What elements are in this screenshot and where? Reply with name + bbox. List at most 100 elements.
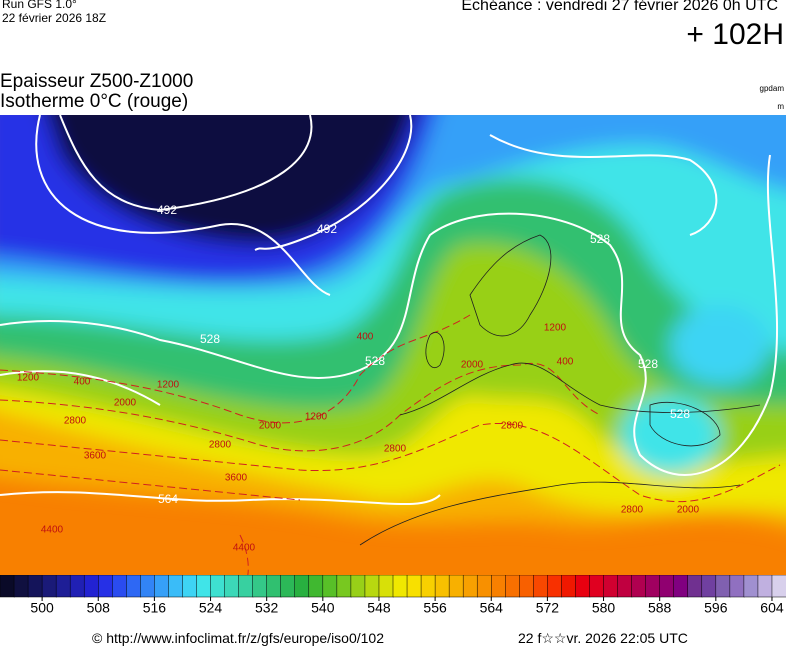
thickness-label: 492 [157, 203, 177, 217]
colorbar-swatch [645, 575, 661, 598]
colorbar-swatch [55, 575, 71, 598]
colorbar-swatch [533, 575, 549, 598]
colorbar-swatch [0, 575, 15, 598]
unit-thickness: gpdam [759, 84, 784, 93]
colorbar-label: 532 [255, 600, 279, 616]
isotherm-label: 400 [557, 357, 574, 368]
isotherm-label: 4400 [233, 543, 256, 554]
isotherm-label: 2000 [461, 360, 484, 371]
thickness-label: 528 [365, 354, 385, 368]
colorbar-swatch [771, 575, 786, 598]
colorbar-label: 516 [143, 600, 167, 616]
colorbar-swatch [238, 575, 254, 598]
field [0, 115, 786, 575]
colorbar-swatch [41, 575, 57, 598]
colorbar-swatch [336, 575, 352, 598]
map: 492 492 528 528 528 528 528 564 400 1200 400 1200 20… [0, 115, 786, 575]
colorbar-swatch [434, 575, 450, 598]
colorbar-swatch [673, 575, 689, 598]
colorbar-swatch [757, 575, 773, 598]
colorbar-swatch [575, 575, 591, 598]
colorbar-swatch [13, 575, 29, 598]
isotherm-label: 1200 [544, 323, 567, 334]
thickness-label: 492 [317, 222, 337, 236]
isotherm-label: 2800 [64, 416, 87, 427]
isotherm-label: 1200 [157, 380, 180, 391]
colorbar-swatch [687, 575, 703, 598]
colorbar-swatch [308, 575, 324, 598]
colorbar-swatch [224, 575, 240, 598]
isotherm-label: 2800 [384, 444, 407, 455]
colorbar-label: 556 [423, 600, 447, 616]
generated-time: 22 f☆☆vr. 2026 22:05 UTC [518, 630, 688, 646]
colorbar-swatch [715, 575, 731, 598]
map-subtitle: Isotherme 0°C (rouge) [0, 91, 189, 112]
colorbar-swatch [561, 575, 577, 598]
map-title: Epaisseur Z500-Z1000 [0, 71, 194, 92]
colorbar-swatch [294, 575, 310, 598]
colorbar-swatch [505, 575, 521, 598]
colorbar-label: 564 [480, 600, 504, 616]
colorbar-swatch [266, 575, 282, 598]
colorbar-swatch [126, 575, 142, 598]
colorbar-swatch [98, 575, 114, 598]
colorbar-swatch [364, 575, 380, 598]
colorbar-label: 500 [30, 600, 54, 616]
colorbar-swatch [701, 575, 717, 598]
colorbar-swatch [182, 575, 198, 598]
colorbar-swatch [659, 575, 675, 598]
colorbar-label: 572 [536, 600, 560, 616]
colorbar-swatch [743, 575, 759, 598]
unit-isotherm: m [777, 102, 784, 111]
isotherm-label: 400 [357, 332, 374, 343]
colorbar-swatch [69, 575, 85, 598]
isotherm-label: 3600 [225, 473, 248, 484]
source-url: © http://www.infoclimat.fr/z/gfs/europe/… [92, 630, 385, 646]
isotherm-label: 2000 [259, 421, 282, 432]
isotherm-label: 2000 [114, 398, 137, 409]
colorbar-swatch [462, 575, 478, 598]
colorbar-swatch [547, 575, 563, 598]
isotherm-label: 2800 [621, 505, 644, 516]
colorbar-label: 604 [760, 600, 784, 616]
colorbar-label: 540 [311, 600, 335, 616]
thickness-label: 564 [158, 492, 178, 506]
colorbar-swatch [406, 575, 422, 598]
colorbar-swatch [168, 575, 184, 598]
isotherm-label: 3600 [84, 451, 107, 462]
colorbar-swatch [519, 575, 535, 598]
colorbar-swatch [322, 575, 338, 598]
colorbar-label: 508 [87, 600, 111, 616]
colorbar: 500 508 516 524 532 540 548 556 564 572 580 588 596 6… [0, 575, 786, 616]
colorbar-swatch [196, 575, 212, 598]
colorbar-swatch [140, 575, 156, 598]
isotherm-contours [0, 314, 781, 575]
colorbar-label: 548 [367, 600, 391, 616]
colorbar-swatch [112, 575, 128, 598]
coastlines [359, 234, 761, 546]
colorbar-swatch [350, 575, 366, 598]
isotherm-label: 2800 [209, 440, 232, 451]
thickness-label: 528 [638, 357, 658, 371]
colorbar-label: 596 [704, 600, 728, 616]
colorbar-label: 580 [592, 600, 616, 616]
colorbar-swatch [27, 575, 43, 598]
run-label: Run GFS 1.0° [2, 0, 77, 11]
colorbar-swatch [491, 575, 507, 598]
colorbar-swatch [210, 575, 226, 598]
colorbar-label: 524 [199, 600, 223, 616]
colorbar-swatch [631, 575, 647, 598]
isotherm-label: 2800 [501, 421, 524, 432]
isotherm-label: 4400 [41, 525, 64, 536]
colorbar-swatch [617, 575, 633, 598]
colorbar-swatch [154, 575, 170, 598]
colorbar-swatch [378, 575, 394, 598]
colorbar-swatch [589, 575, 605, 598]
thickness-label: 528 [670, 407, 690, 421]
isotherm-label: 1200 [17, 373, 40, 384]
thickness-contours [0, 115, 779, 506]
thickness-label: 528 [200, 332, 220, 346]
thickness-label: 528 [590, 232, 610, 246]
colorbar-label: 588 [648, 600, 672, 616]
